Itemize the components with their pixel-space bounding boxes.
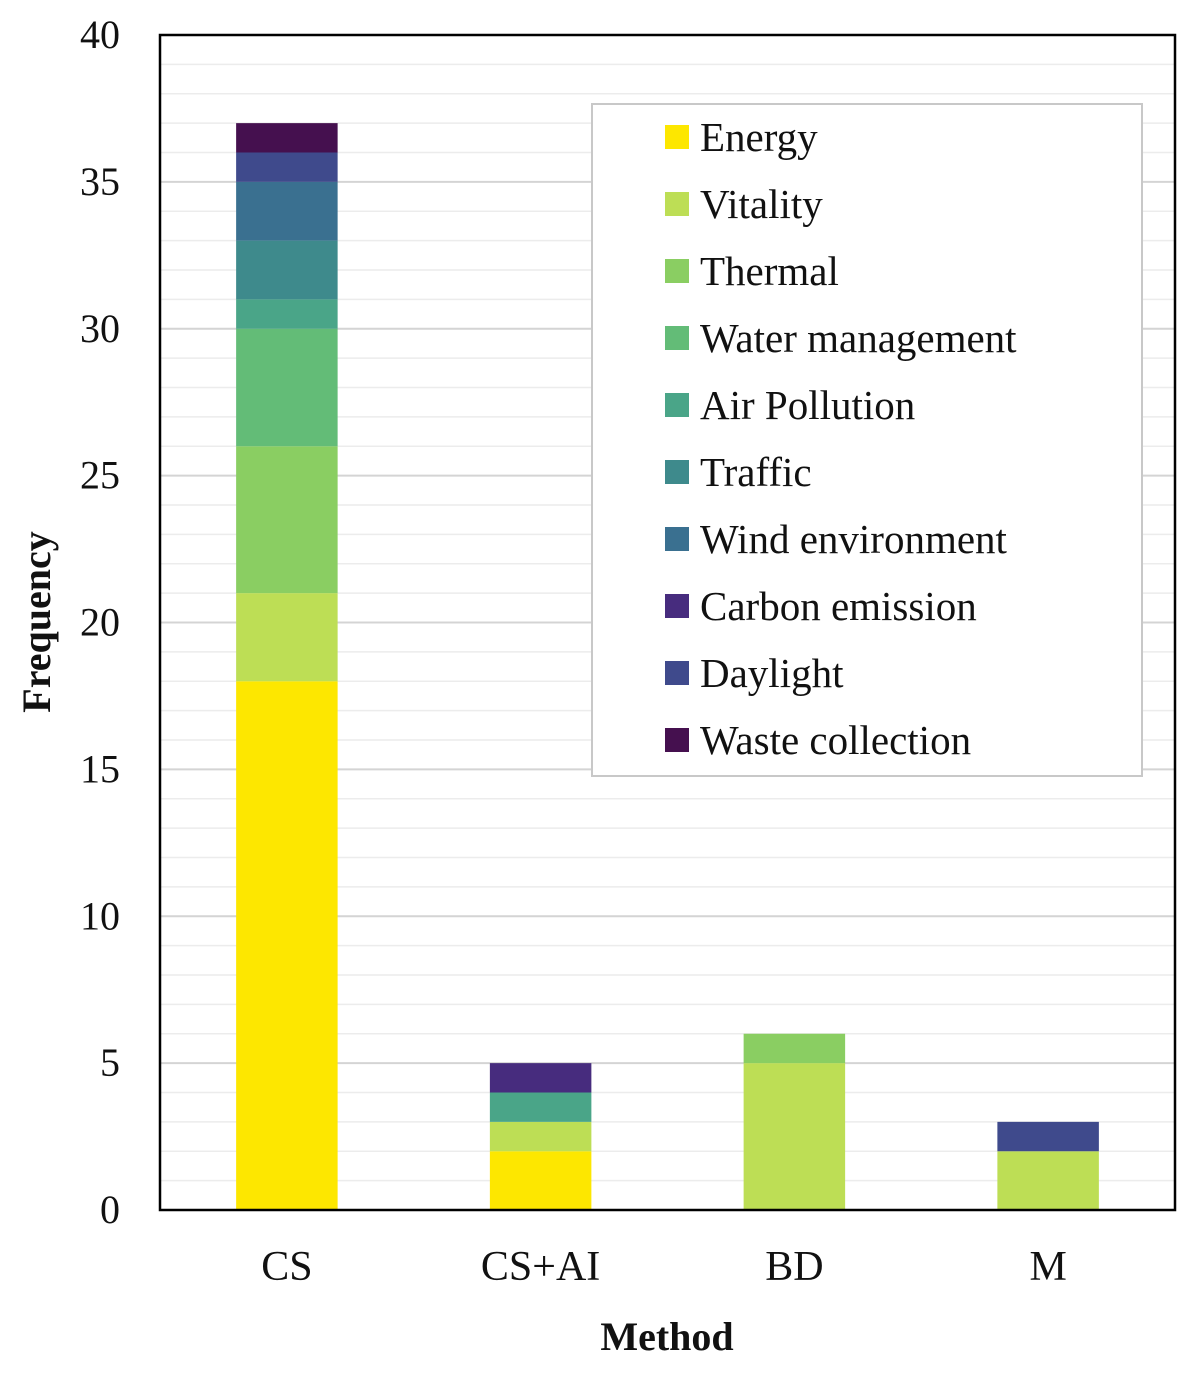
x-tick-label: M bbox=[1029, 1244, 1066, 1290]
legend-label: Water management bbox=[700, 315, 1017, 361]
legend-swatch bbox=[665, 326, 689, 350]
bar-segment-waste-collection bbox=[236, 123, 338, 153]
legend-label: Carbon emission bbox=[700, 583, 977, 629]
bar-segment-air-pollution bbox=[489, 1092, 592, 1122]
bar-segment-vitality bbox=[236, 593, 338, 682]
y-axis-title: Frequency bbox=[14, 531, 59, 712]
legend-swatch bbox=[665, 192, 689, 216]
bar-segment-thermal bbox=[743, 1033, 846, 1064]
y-tick-label: 10 bbox=[80, 893, 120, 938]
bar-segment-vitality bbox=[997, 1151, 1099, 1210]
bar-segment-thermal bbox=[236, 446, 338, 594]
legend-label: Waste collection bbox=[700, 717, 971, 763]
bar-segment-vitality bbox=[489, 1121, 592, 1152]
x-axis-title: Method bbox=[600, 1314, 733, 1359]
y-tick-label: 30 bbox=[80, 306, 120, 351]
bar-segment-daylight bbox=[997, 1121, 1099, 1152]
x-tick-label: CS bbox=[261, 1244, 312, 1290]
x-tick-label: BD bbox=[765, 1244, 823, 1290]
legend-label: Air Pollution bbox=[700, 382, 915, 428]
legend-label: Traffic bbox=[700, 449, 812, 495]
bar-segment-daylight bbox=[236, 152, 338, 182]
x-tick-labels: CS CS+AI BD M bbox=[261, 1244, 1067, 1290]
y-tick-label: 15 bbox=[80, 746, 120, 791]
bar-segment-energy bbox=[236, 681, 338, 1210]
y-tick-labels: 0 5 10 15 20 25 30 35 40 bbox=[80, 12, 120, 1232]
legend-swatch bbox=[665, 527, 689, 551]
bar-segment-traffic bbox=[236, 240, 338, 300]
bar-segment-vitality bbox=[743, 1063, 846, 1210]
legend-swatch bbox=[665, 460, 689, 484]
bar-segment-air-pollution bbox=[236, 299, 338, 329]
legend: Energy Vitality Thermal Water management Air… bbox=[591, 103, 1143, 777]
y-tick-label: 20 bbox=[80, 600, 120, 645]
legend-label: Vitality bbox=[700, 181, 823, 227]
y-tick-label: 0 bbox=[100, 1187, 120, 1232]
bar-segment-water-management bbox=[236, 328, 338, 447]
bar-segment-energy bbox=[489, 1151, 592, 1210]
legend-swatch bbox=[665, 728, 689, 752]
legend-swatch bbox=[665, 125, 689, 149]
bar-segment-wind-environment bbox=[236, 181, 338, 241]
y-tick-label: 5 bbox=[100, 1040, 120, 1085]
legend-swatch bbox=[665, 259, 689, 283]
legend-label: Thermal bbox=[700, 248, 839, 294]
legend-label: Wind environment bbox=[700, 516, 1008, 562]
bar-segment-carbon-emission bbox=[489, 1063, 592, 1093]
y-tick-label: 25 bbox=[80, 453, 120, 498]
legend-label: Energy bbox=[700, 114, 818, 160]
legend-items: Energy Vitality Thermal Water management Air… bbox=[665, 114, 1017, 763]
plot-frame bbox=[158, 33, 1177, 1212]
legend-swatch bbox=[665, 594, 689, 618]
legend-label: Daylight bbox=[700, 650, 844, 696]
y-tick-label: 40 bbox=[80, 12, 120, 57]
legend-swatch bbox=[665, 393, 689, 417]
legend-swatch bbox=[665, 661, 689, 685]
y-tick-label: 35 bbox=[80, 159, 120, 204]
x-tick-label: CS+AI bbox=[481, 1244, 600, 1290]
bars bbox=[236, 123, 1099, 1210]
